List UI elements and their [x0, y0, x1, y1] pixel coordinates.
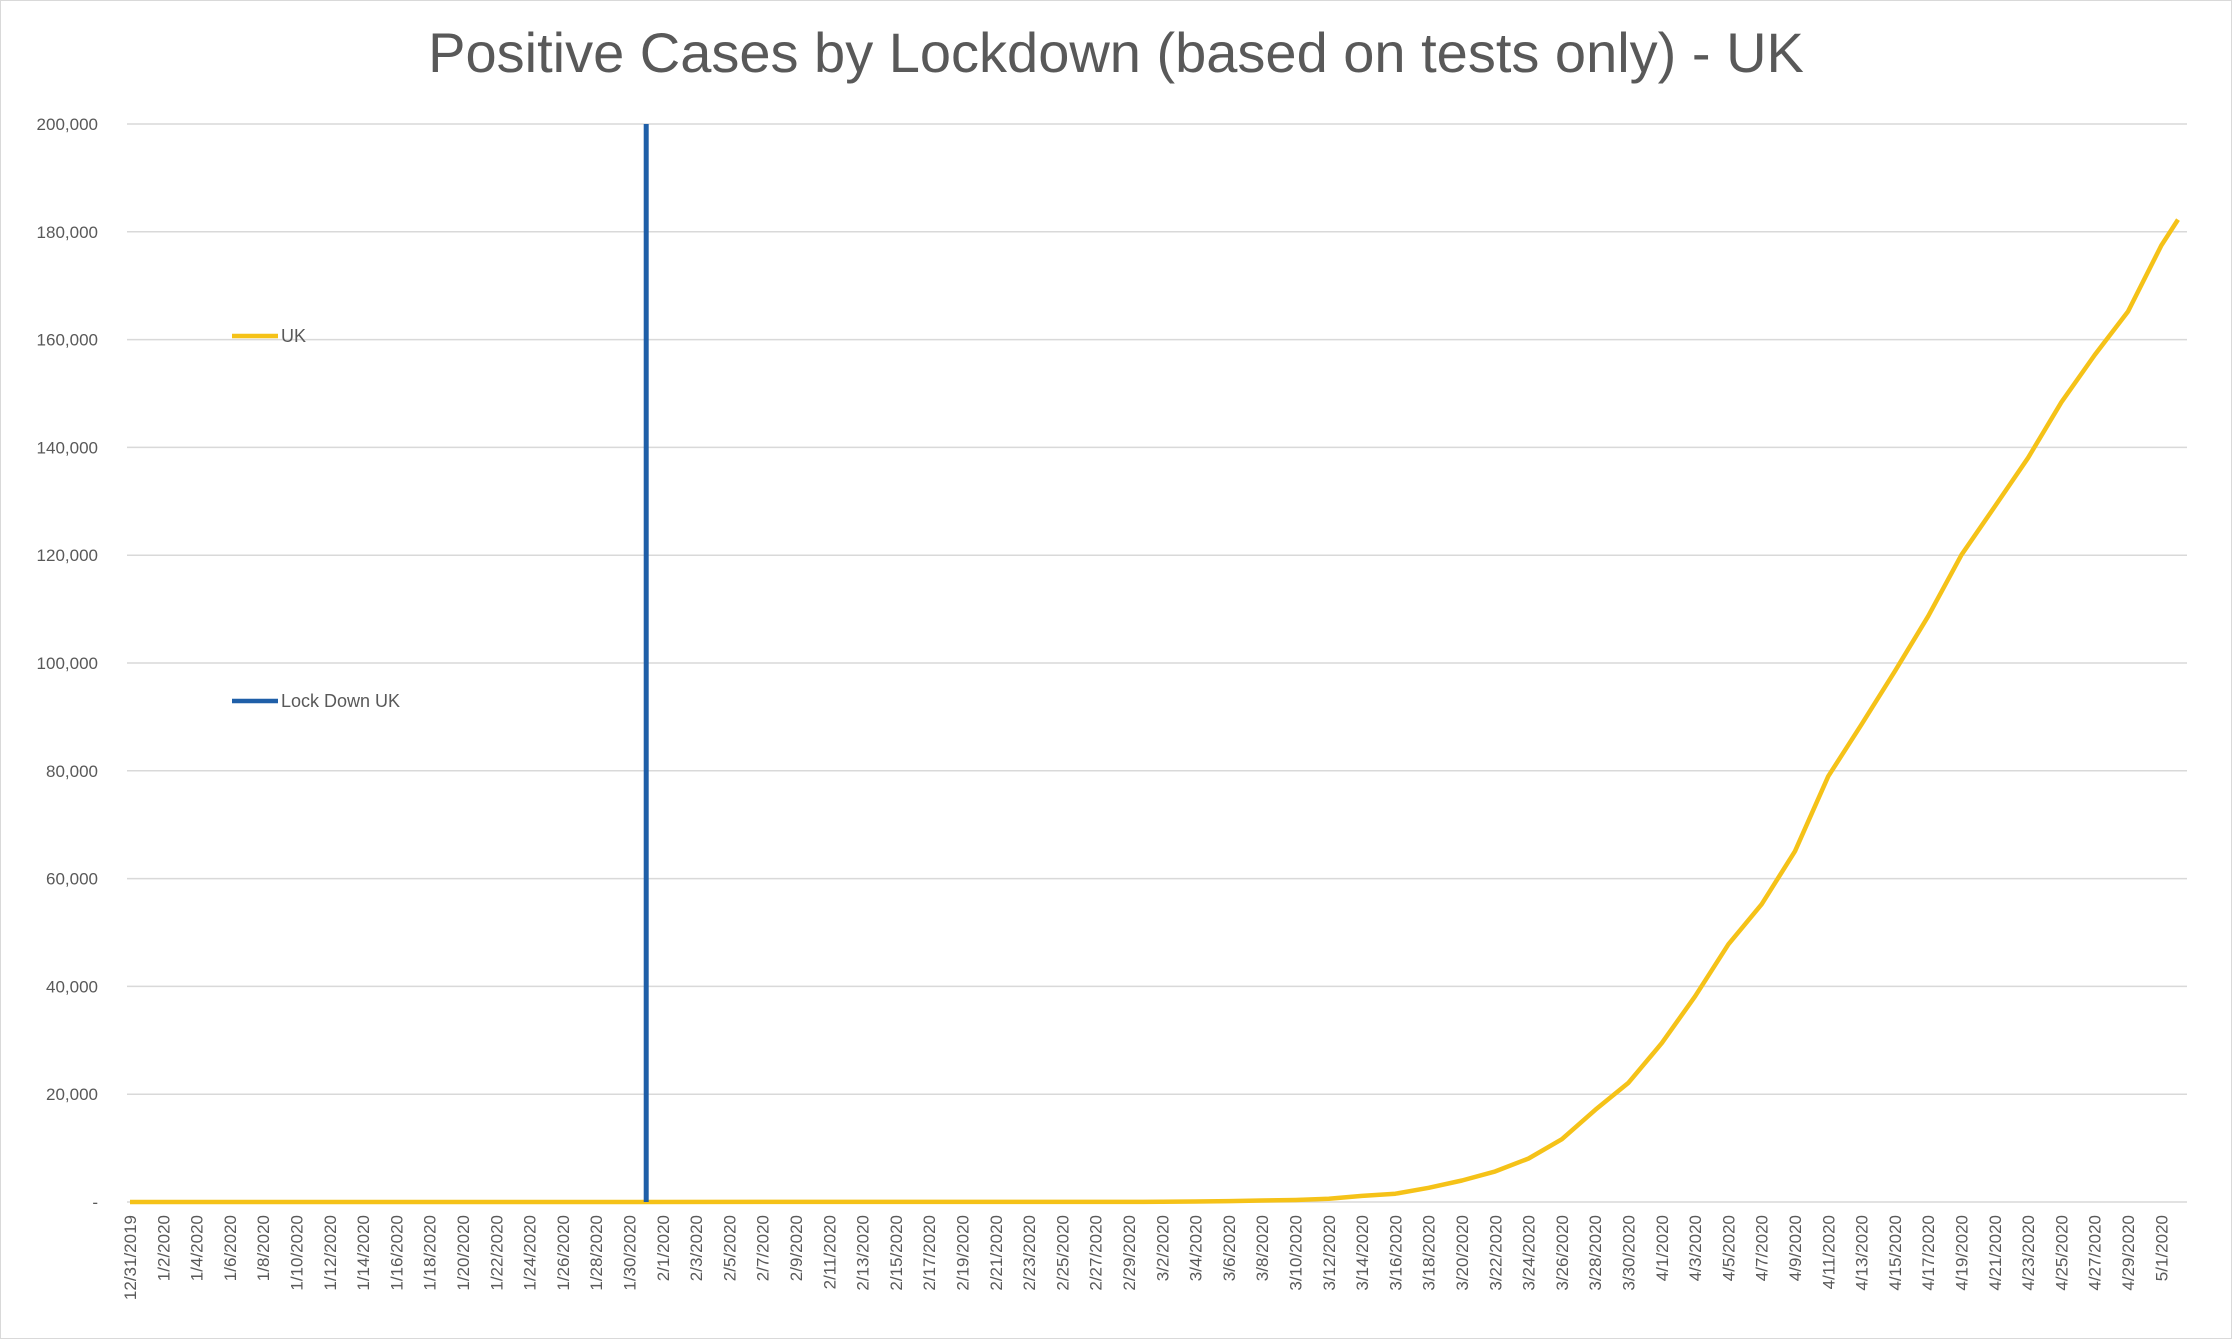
x-tick-label: 2/19/2020: [954, 1215, 973, 1291]
x-tick-label: 3/22/2020: [1486, 1215, 1505, 1291]
x-tick-label: 3/24/2020: [1520, 1215, 1539, 1291]
x-tick-label: 2/25/2020: [1053, 1215, 1072, 1291]
legend-label-0: UK: [281, 326, 306, 346]
x-axis-ticks: 12/31/2019 1/2/2020 1/4/2020 1/6/2020 1/8/20…: [121, 1215, 2171, 1300]
y-tick-label: 180,000: [37, 223, 98, 242]
x-tick-label: 4/5/2020: [1719, 1215, 1738, 1281]
y-axis-ticks: - 20,000 40,000 60,000 80,000 100,000 120,000 1…: [37, 115, 98, 1212]
x-tick-label: 2/13/2020: [854, 1215, 873, 1291]
x-tick-label: 3/18/2020: [1420, 1215, 1439, 1291]
x-tick-label: 4/9/2020: [1786, 1215, 1805, 1281]
x-tick-label: 1/20/2020: [454, 1215, 473, 1291]
x-tick-label: 1/2/2020: [154, 1215, 173, 1281]
x-tick-label: 1/8/2020: [254, 1215, 273, 1281]
series-line-uk: [129, 218, 2180, 1205]
x-tick-label: 4/1/2020: [1653, 1215, 1672, 1281]
x-tick-label: 12/31/2019: [121, 1215, 140, 1300]
x-tick-label: 1/4/2020: [188, 1215, 207, 1281]
x-tick-label: 1/28/2020: [587, 1215, 606, 1291]
y-tick-label: 120,000: [37, 546, 98, 565]
x-tick-label: 1/10/2020: [288, 1215, 307, 1291]
x-tick-label: 2/23/2020: [1020, 1215, 1039, 1291]
x-tick-label: 4/23/2020: [2019, 1215, 2038, 1291]
y-tick-label: 200,000: [37, 115, 98, 134]
x-tick-label: 2/21/2020: [987, 1215, 1006, 1291]
x-tick-label: 3/10/2020: [1287, 1215, 1306, 1291]
x-tick-label: 2/11/2020: [820, 1215, 839, 1289]
x-tick-label: 2/15/2020: [887, 1215, 906, 1291]
x-tick-label: 3/16/2020: [1386, 1215, 1405, 1291]
x-tick-label: 1/26/2020: [554, 1215, 573, 1291]
y-tick-label: -: [92, 1193, 98, 1212]
x-tick-label: 4/21/2020: [1986, 1215, 2005, 1291]
x-tick-label: 1/12/2020: [321, 1215, 340, 1291]
legend: UK Lock Down UK: [232, 326, 400, 711]
x-tick-label: 3/8/2020: [1253, 1215, 1272, 1281]
chart-title: Positive Cases by Lockdown (based on tes…: [428, 21, 1804, 84]
legend-label-1: Lock Down UK: [281, 691, 400, 711]
x-tick-label: 3/14/2020: [1353, 1215, 1372, 1291]
x-tick-label: 2/17/2020: [920, 1215, 939, 1291]
x-tick-label: 2/7/2020: [754, 1215, 773, 1281]
x-tick-label: 1/22/2020: [487, 1215, 506, 1291]
gridlines: [127, 123, 2187, 1203]
x-tick-label: 4/7/2020: [1753, 1215, 1772, 1281]
x-tick-label: 3/20/2020: [1453, 1215, 1472, 1291]
x-tick-label: 4/15/2020: [1886, 1215, 1905, 1291]
x-tick-label: 3/28/2020: [1586, 1215, 1605, 1291]
x-tick-label: 2/27/2020: [1087, 1215, 1106, 1291]
y-tick-label: 100,000: [37, 654, 98, 673]
y-tick-label: 160,000: [37, 331, 98, 350]
x-tick-label: 2/1/2020: [654, 1215, 673, 1281]
x-tick-label: 3/30/2020: [1620, 1215, 1639, 1291]
x-tick-label: 3/6/2020: [1220, 1215, 1239, 1281]
x-tick-label: 1/16/2020: [387, 1215, 406, 1291]
x-tick-label: 4/27/2020: [2086, 1215, 2105, 1291]
x-tick-label: 2/3/2020: [687, 1215, 706, 1281]
x-tick-label: 1/30/2020: [621, 1215, 640, 1291]
x-tick-label: 1/14/2020: [354, 1215, 373, 1291]
y-tick-label: 60,000: [46, 870, 98, 889]
x-tick-label: 5/1/2020: [2152, 1215, 2171, 1281]
x-tick-label: 1/24/2020: [521, 1215, 540, 1291]
x-tick-label: 4/19/2020: [1953, 1215, 1972, 1291]
x-tick-label: 1/6/2020: [221, 1215, 240, 1281]
x-tick-label: 1/18/2020: [421, 1215, 440, 1291]
series-layer: [129, 124, 2180, 1205]
x-tick-label: 4/3/2020: [1686, 1215, 1705, 1281]
x-tick-label: 4/17/2020: [1919, 1215, 1938, 1291]
x-tick-label: 3/26/2020: [1553, 1215, 1572, 1291]
x-tick-label: 3/12/2020: [1320, 1215, 1339, 1291]
x-tick-label: 3/4/2020: [1187, 1215, 1206, 1281]
y-tick-label: 140,000: [37, 438, 98, 457]
y-tick-label: 20,000: [46, 1085, 98, 1104]
y-tick-label: 80,000: [46, 762, 98, 781]
y-tick-label: 40,000: [46, 977, 98, 996]
x-tick-label: 3/2/2020: [1153, 1215, 1172, 1281]
x-tick-label: 2/29/2020: [1120, 1215, 1139, 1291]
x-tick-label: 4/11/2020: [1819, 1215, 1838, 1289]
x-tick-label: 2/5/2020: [720, 1215, 739, 1281]
x-tick-label: 4/25/2020: [2052, 1215, 2071, 1291]
x-tick-label: 4/29/2020: [2119, 1215, 2138, 1291]
x-tick-label: 4/13/2020: [1853, 1215, 1872, 1291]
x-tick-label: 2/9/2020: [787, 1215, 806, 1281]
